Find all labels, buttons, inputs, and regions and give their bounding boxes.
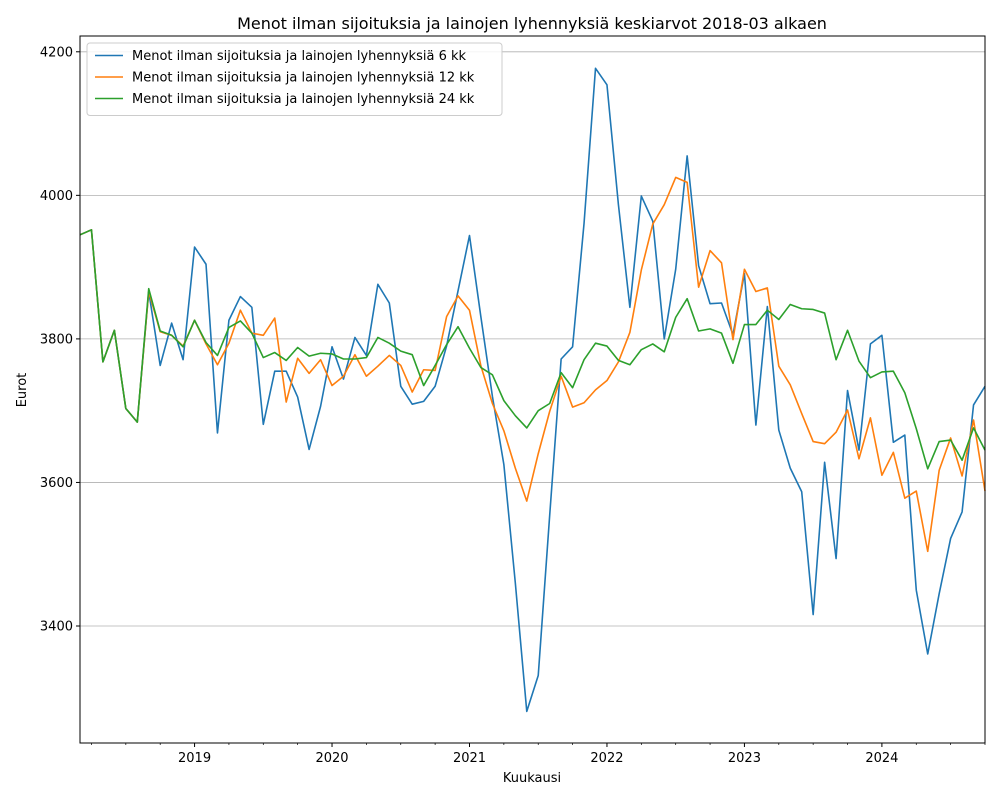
legend-label-3: Menot ilman sijoituksia ja lainojen lyhe…	[132, 92, 475, 107]
x-tick-label: 2019	[178, 751, 211, 766]
legend-label-1: Menot ilman sijoituksia ja lainojen lyhe…	[132, 49, 467, 64]
x-tick-label: 2024	[865, 751, 898, 766]
y-tick-label: 4000	[40, 189, 73, 204]
x-axis-label: Kuukausi	[503, 771, 561, 786]
y-tick-label: 4200	[40, 45, 73, 60]
plot-frame	[79, 35, 986, 744]
y-axis-ticks: 3400 3600 3800 4000 4200	[40, 45, 80, 635]
y-tick-label: 3400	[40, 620, 73, 635]
y-tick-label: 3800	[40, 332, 73, 347]
chart-title: Menot ilman sijoituksia ja lainojen lyhe…	[237, 14, 827, 33]
series-line-1	[79, 67, 986, 713]
legend: Menot ilman sijoituksia ja lainojen lyhe…	[86, 42, 503, 116]
legend-box	[86, 42, 503, 116]
x-axis-ticks: 2019 2020 2021 2022 2023 2024	[91, 743, 986, 766]
x-tick-label: 2020	[315, 751, 348, 766]
series-line-3	[79, 229, 986, 470]
x-tick-label: 2023	[728, 751, 761, 766]
x-tick-label: 2021	[453, 751, 486, 766]
y-tick-label: 3600	[40, 476, 73, 491]
x-tick-label: 2022	[590, 751, 623, 766]
y-axis-label: Eurot	[15, 373, 30, 408]
series-layer	[79, 67, 986, 713]
legend-label-2: Menot ilman sijoituksia ja lainojen lyhe…	[132, 71, 475, 86]
series-line-2	[79, 176, 986, 553]
